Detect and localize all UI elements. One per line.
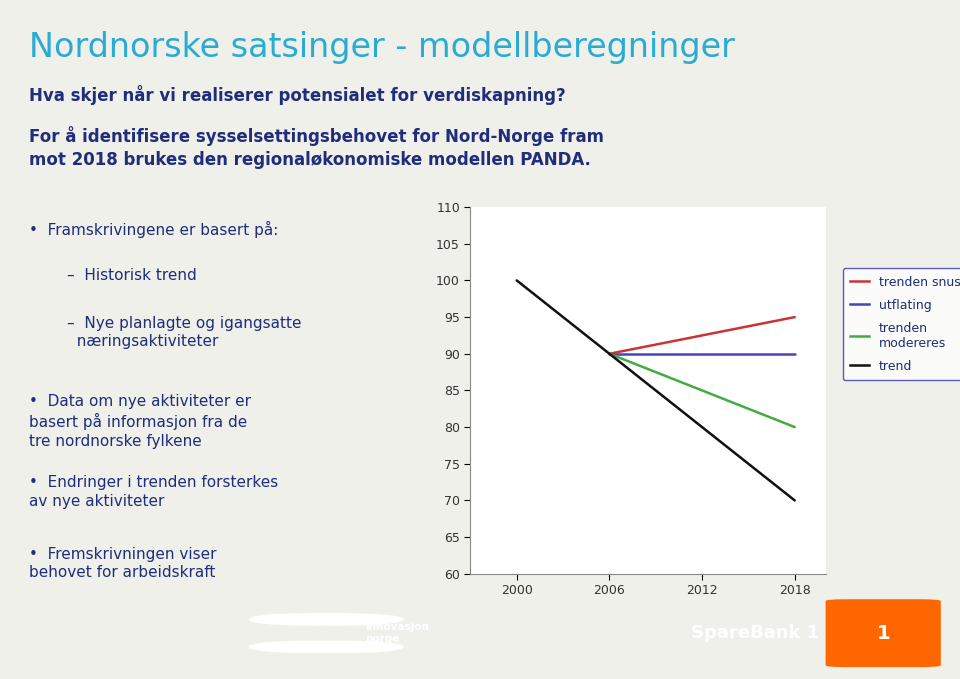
Text: •  Framskrivingene er basert på:: • Framskrivingene er basert på:	[29, 221, 278, 238]
Text: Hva skjer når vi realiserer potensialet for verdiskapning?: Hva skjer når vi realiserer potensialet …	[29, 85, 565, 105]
Text: 1: 1	[876, 624, 890, 642]
Circle shape	[288, 614, 403, 625]
Circle shape	[250, 642, 365, 653]
Text: For å identifisere sysselsettingsbehovet for Nord-Norge fram
mot 2018 brukes den: For å identifisere sysselsettingsbehovet…	[29, 126, 604, 169]
Text: –  Nye planlagte og igangsatte
  næringsaktiviteter: – Nye planlagte og igangsatte næringsakt…	[67, 316, 301, 349]
FancyBboxPatch shape	[826, 600, 941, 667]
Text: •  Data om nye aktiviteter er
basert på informasjon fra de
tre nordnorske fylken: • Data om nye aktiviteter er basert på i…	[29, 394, 251, 449]
Text: innovasjon
norge: innovasjon norge	[365, 623, 429, 644]
Circle shape	[288, 642, 403, 653]
Text: SpareBank 1: SpareBank 1	[691, 624, 819, 642]
Circle shape	[269, 614, 384, 625]
Text: •  Endringer i trenden forsterkes
av nye aktiviteter: • Endringer i trenden forsterkes av nye …	[29, 475, 278, 509]
Text: •  Fremskrivningen viser
behovet for arbeidskraft: • Fremskrivningen viser behovet for arbe…	[29, 547, 216, 580]
Circle shape	[250, 614, 365, 625]
Text: –  Historisk trend: – Historisk trend	[67, 268, 197, 283]
Circle shape	[269, 642, 384, 653]
Text: Nordnorske satsinger - modellberegninger: Nordnorske satsinger - modellberegninger	[29, 31, 734, 64]
Legend: trenden snus, utflating, trenden
modereres, trend: trenden snus, utflating, trenden moderer…	[843, 268, 960, 380]
